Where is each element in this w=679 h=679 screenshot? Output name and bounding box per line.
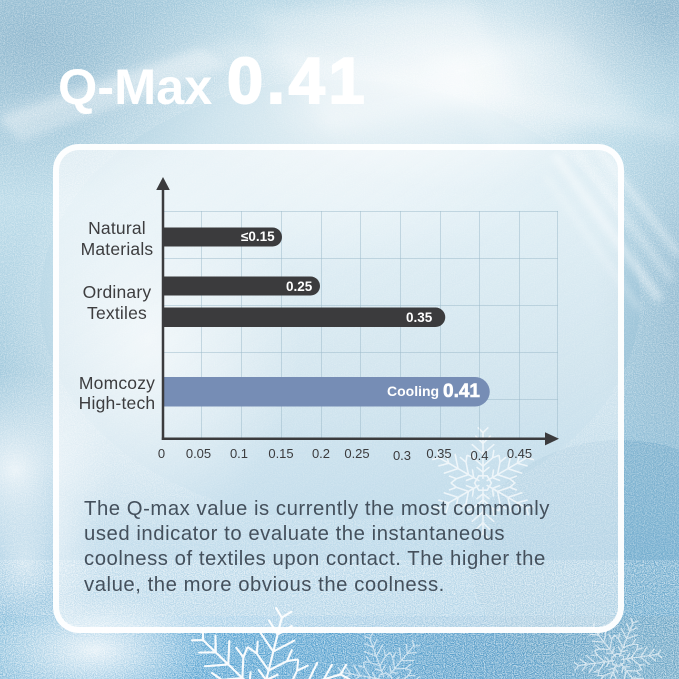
svg-text:Q-Max: Q-Max bbox=[58, 58, 212, 115]
svg-text:0.41: 0.41 bbox=[227, 44, 368, 117]
